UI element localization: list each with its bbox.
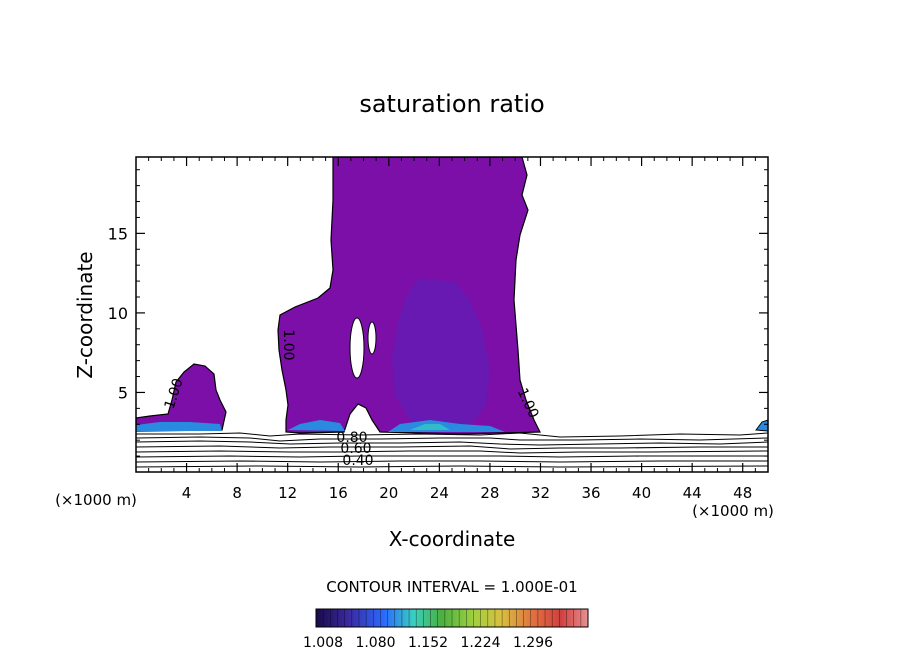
x-tick-label-3: 16 — [329, 484, 348, 502]
y-tick-label-1: 10 — [108, 304, 128, 323]
colorbar-labels: 1.008 1.080 1.152 1.224 1.296 — [303, 635, 553, 651]
surface-contour-lines — [136, 432, 768, 468]
contour-field — [136, 157, 768, 468]
x-tick-label-10: 44 — [683, 484, 702, 502]
x-tick-label-11: 48 — [733, 484, 752, 502]
right-edge-cloud — [755, 419, 768, 432]
x-tick-label-6: 28 — [480, 484, 499, 502]
x-unit-right: (×1000 m) — [692, 502, 774, 520]
colorbar-label-3: 1.224 — [460, 635, 500, 651]
x-tick-label-7: 32 — [531, 484, 550, 502]
y-tick-label-0: 5 — [118, 383, 128, 402]
x-axis-label: X-coordinate — [389, 527, 516, 551]
main-cloud-base-band — [288, 420, 345, 431]
x-axis: 4 8 12 16 20 24 28 32 36 40 44 48 — [148, 157, 756, 502]
colorbar-divisions — [322, 609, 582, 627]
contour-label-060: 0.60 — [340, 441, 371, 457]
colorbar-label-4: 1.296 — [513, 635, 553, 651]
main-cloud-base-accent — [410, 424, 450, 430]
left-cloud-region — [136, 363, 227, 432]
x-tick-label-1: 8 — [232, 484, 242, 502]
x-unit-left: (×1000 m) — [55, 491, 137, 509]
main-cloud-hole-2 — [367, 321, 377, 355]
main-cloud-core — [392, 278, 490, 428]
x-tick-label-0: 4 — [182, 484, 192, 502]
y-axis: 5 10 15 — [108, 169, 768, 457]
x-tick-label-4: 20 — [379, 484, 398, 502]
y-axis-label: Z-coordinate — [73, 251, 97, 378]
x-tick-label-5: 24 — [430, 484, 449, 502]
contour-interval-text: CONTOUR INTERVAL = 1.000E-01 — [326, 578, 577, 596]
x-tick-label-2: 12 — [278, 484, 297, 502]
x-tick-label-9: 40 — [632, 484, 651, 502]
contour-label-080: 0.80 — [336, 430, 367, 446]
left-cloud-base-band — [136, 422, 222, 431]
contour-label-040: 0.40 — [342, 453, 373, 469]
colorbar-label-2: 1.152 — [408, 635, 448, 651]
main-cloud-hole-1 — [349, 317, 365, 379]
colorbar-label-0: 1.008 — [303, 635, 343, 651]
y-tick-label-2: 15 — [108, 224, 128, 243]
contour-label-main-left: 1.00 — [280, 329, 296, 360]
chart-title: saturation ratio — [359, 90, 544, 118]
x-tick-label-8: 36 — [581, 484, 600, 502]
colorbar-label-1: 1.080 — [355, 635, 395, 651]
